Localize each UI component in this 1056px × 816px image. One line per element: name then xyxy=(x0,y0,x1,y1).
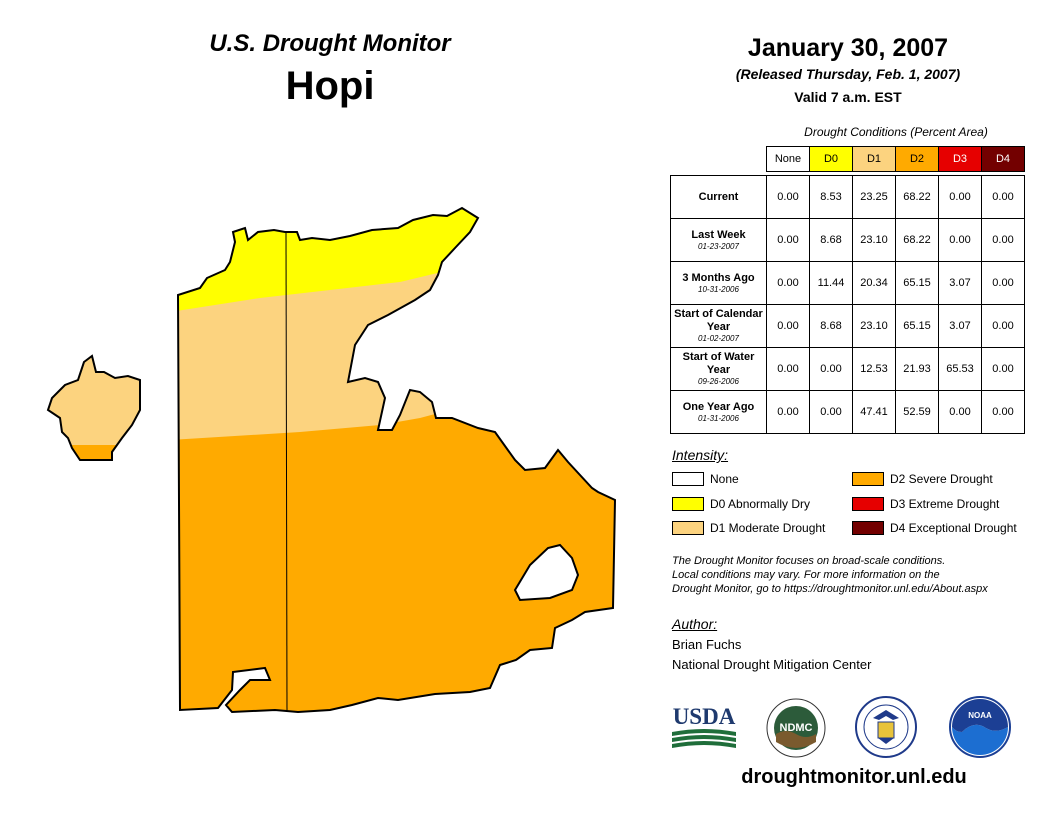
svg-text:NOAA: NOAA xyxy=(968,711,992,720)
table-cell: 21.93 xyxy=(895,347,939,391)
svg-text:USDA: USDA xyxy=(673,704,736,729)
legend-item-d2: D2 Severe Drought xyxy=(852,470,993,488)
col-d4: D4 xyxy=(981,146,1025,172)
internal-boundary-line xyxy=(285,231,288,713)
table-cell: 20.34 xyxy=(852,261,896,305)
drought-map xyxy=(46,206,617,714)
legend-item-d1: D1 Moderate Drought xyxy=(672,519,825,537)
table-cell: 68.22 xyxy=(895,218,939,262)
site-url: droughtmonitor.unl.edu xyxy=(741,766,967,788)
table-cell: 0.00 xyxy=(766,347,810,391)
row-label: Start of Calendar Year 01-02-2007 xyxy=(670,304,767,348)
table-cell: 23.25 xyxy=(852,175,896,219)
col-d0: D0 xyxy=(809,146,853,172)
table-cell: 23.10 xyxy=(852,218,896,262)
table-row: Start of Calendar Year 01-02-2007 0.00 8.… xyxy=(670,304,1025,348)
legend-swatch xyxy=(852,497,884,511)
table-row: 3 Months Ago 10-31-2006 0.00 11.44 20.34 … xyxy=(670,261,1025,305)
valid-time: Valid 7 a.m. EST xyxy=(794,89,902,105)
legend-item-d3: D3 Extreme Drought xyxy=(852,495,999,513)
legend-swatch xyxy=(852,521,884,535)
author-name: Brian Fuchs xyxy=(672,637,742,652)
table-cell: 0.00 xyxy=(981,218,1025,262)
enclave-hole xyxy=(513,543,580,602)
legend-label: None xyxy=(710,472,739,486)
table-cell: 0.00 xyxy=(766,218,810,262)
table-cell: 65.15 xyxy=(895,304,939,348)
usda-logo-icon: USDA xyxy=(672,704,736,748)
legend-label: D4 Exceptional Drought xyxy=(890,521,1017,535)
legend-item-d0: D0 Abnormally Dry xyxy=(672,495,810,513)
row-label: Start of Water Year 09-26-2006 xyxy=(670,347,767,391)
table-cell: 47.41 xyxy=(852,390,896,434)
author-heading: Author: xyxy=(672,616,718,632)
col-d1: D1 xyxy=(852,146,896,172)
main-region-outline xyxy=(176,206,617,714)
legend-label: D2 Severe Drought xyxy=(890,472,993,486)
table-cell: 0.00 xyxy=(938,390,982,434)
table-cell: 0.00 xyxy=(981,261,1025,305)
table-cell: 52.59 xyxy=(895,390,939,434)
table-cell: 0.00 xyxy=(766,261,810,305)
table-cell: 68.22 xyxy=(895,175,939,219)
legend-swatch xyxy=(852,472,884,486)
map-region-name: Hopi xyxy=(285,64,375,108)
legend-heading: Intensity: xyxy=(672,447,729,463)
legend-label: D0 Abnormally Dry xyxy=(710,497,811,511)
legend-swatch xyxy=(672,472,704,486)
table-cell: 11.44 xyxy=(809,261,853,305)
legend-label: D1 Moderate Drought xyxy=(710,521,826,535)
main-drought-area xyxy=(178,208,615,712)
report-date: January 30, 2007 xyxy=(747,34,949,62)
table-caption: Drought Conditions (Percent Area) xyxy=(804,125,988,139)
row-label: 3 Months Ago 10-31-2006 xyxy=(670,261,767,305)
table-cell: 0.00 xyxy=(981,347,1025,391)
col-d3: D3 xyxy=(938,146,982,172)
table-cell: 0.00 xyxy=(938,218,982,262)
table-cell: 0.00 xyxy=(938,175,982,219)
legend-item-d4: D4 Exceptional Drought xyxy=(852,519,1017,537)
table-cell: 0.00 xyxy=(981,304,1025,348)
table-cell: 65.15 xyxy=(895,261,939,305)
ndmc-seal-icon: NDMC xyxy=(766,698,826,758)
row-label: Last Week 01-23-2007 xyxy=(670,218,767,262)
table-cell: 0.00 xyxy=(981,175,1025,219)
table-row: Start of Water Year 09-26-2006 0.00 0.00 … xyxy=(670,347,1025,391)
row-label: One Year Ago 01-31-2006 xyxy=(670,390,767,434)
table-cell: 0.00 xyxy=(766,304,810,348)
author-organization: National Drought Mitigation Center xyxy=(672,657,872,672)
table-cell: 12.53 xyxy=(852,347,896,391)
svg-text:NDMC: NDMC xyxy=(780,722,813,734)
noaa-logo-icon: NOAA xyxy=(949,696,1011,758)
table-cell: 3.07 xyxy=(938,261,982,305)
release-date: (Released Thursday, Feb. 1, 2007) xyxy=(735,66,961,82)
legend-item-none: None xyxy=(672,470,739,488)
legend-swatch xyxy=(672,497,704,511)
table-cell: 3.07 xyxy=(938,304,982,348)
map-title: U.S. Drought Monitor xyxy=(209,30,451,57)
table-cell: 8.68 xyxy=(809,304,853,348)
col-none: None xyxy=(766,146,810,172)
table-cell: 8.53 xyxy=(809,175,853,219)
table-cell: 0.00 xyxy=(766,175,810,219)
commerce-seal-icon xyxy=(855,696,917,758)
table-cell: 0.00 xyxy=(809,390,853,434)
table-cell: 23.10 xyxy=(852,304,896,348)
row-label: Current xyxy=(670,175,767,219)
table-row: Current 0.00 8.53 23.25 68.22 0.00 0.00 xyxy=(670,175,1025,219)
col-d2: D2 xyxy=(895,146,939,172)
table-cell: 8.68 xyxy=(809,218,853,262)
legend-label: D3 Extreme Drought xyxy=(890,497,1000,511)
table-cell: 0.00 xyxy=(766,390,810,434)
west-region-outline xyxy=(46,354,141,461)
legend-swatch xyxy=(672,521,704,535)
table-cell: 0.00 xyxy=(809,347,853,391)
table-row: One Year Ago 01-31-2006 0.00 0.00 47.41 5… xyxy=(670,390,1025,434)
table-header-row: None D0 D1 D2 D3 D4 xyxy=(671,146,1025,172)
table-row: Last Week 01-23-2007 0.00 8.68 23.10 68.2… xyxy=(670,218,1025,262)
drought-conditions-table: None D0 D1 D2 D3 D4 Current 0.00 8.53 23… xyxy=(670,146,1025,434)
disclaimer-text: The Drought Monitor focuses on broad-sca… xyxy=(672,555,988,595)
table-cell: 65.53 xyxy=(938,347,982,391)
table-cell: 0.00 xyxy=(981,390,1025,434)
